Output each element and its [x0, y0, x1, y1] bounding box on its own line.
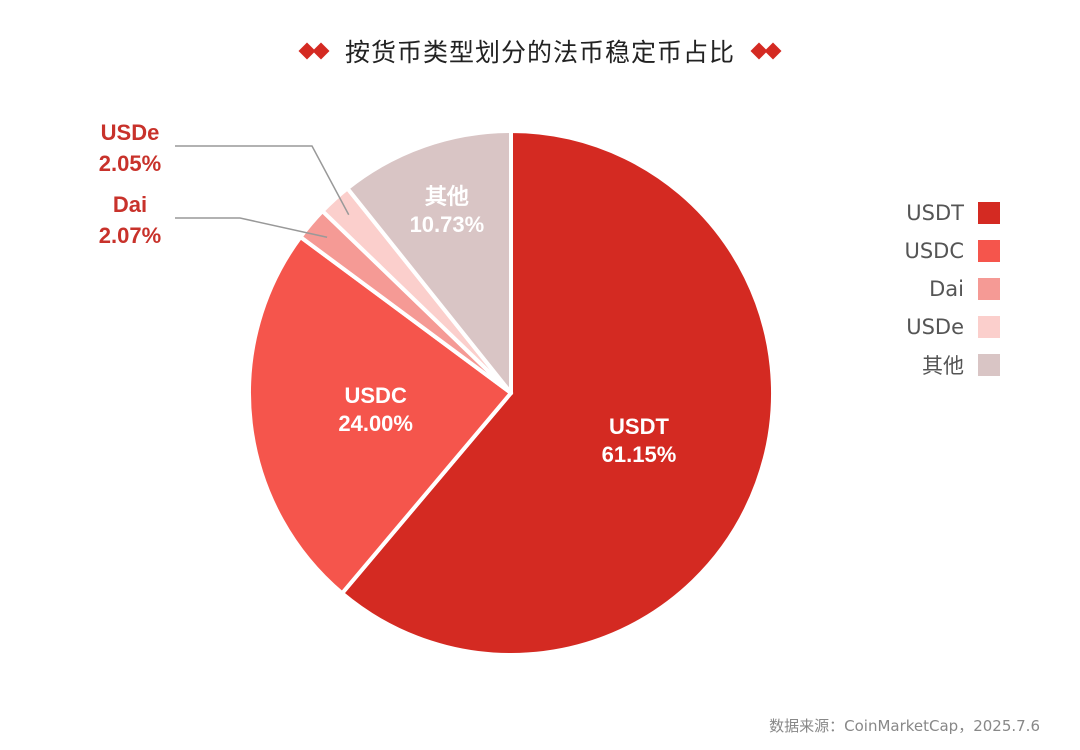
leader-line — [175, 217, 328, 238]
legend-item: USDC — [850, 232, 1000, 270]
pie-slice-其他 — [345, 129, 513, 395]
external-label-value: 2.05% — [99, 151, 161, 176]
legend-swatch — [978, 278, 1000, 300]
data-source-note: 数据来源：CoinMarketCap，2025.7.6 — [769, 717, 1040, 735]
slice-label-name: 其他 — [425, 184, 469, 209]
legend-label: 其他 — [922, 354, 964, 378]
slice-label-name: USDC — [345, 383, 407, 408]
pie-slice-USDT — [340, 129, 775, 657]
slice-label-value: 61.15% — [602, 442, 677, 467]
leader-line — [175, 145, 350, 216]
legend-item: 其他 — [850, 346, 1000, 384]
chart-title: 按货币类型划分的法币稳定币占比 — [344, 38, 735, 67]
legend-item: Dai — [850, 270, 1000, 308]
legend-swatch — [978, 240, 1000, 262]
legend-label: USDe — [906, 315, 964, 339]
external-label-name: Dai — [113, 192, 147, 217]
legend-item: USDe — [850, 308, 1000, 346]
chart-title-row: 按货币类型划分的法币稳定币占比 — [0, 28, 1080, 74]
legend-swatch — [978, 354, 1000, 376]
legend-item: USDT — [850, 194, 1000, 232]
legend-label: Dai — [929, 277, 964, 301]
external-label-name: USDe — [101, 120, 160, 145]
legend-label: USDC — [904, 239, 964, 263]
legend-swatch — [978, 316, 1000, 338]
slice-label-name: USDT — [609, 414, 669, 439]
slice-label-value: 10.73% — [410, 212, 485, 237]
slice-label-value: 24.00% — [338, 411, 413, 436]
chart-legend: USDT USDC Dai USDe 其他 — [850, 194, 1000, 384]
external-label-value: 2.07% — [99, 223, 161, 248]
legend-label: USDT — [906, 201, 964, 225]
legend-swatch — [978, 202, 1000, 224]
pie-slice-USDC — [247, 235, 513, 596]
